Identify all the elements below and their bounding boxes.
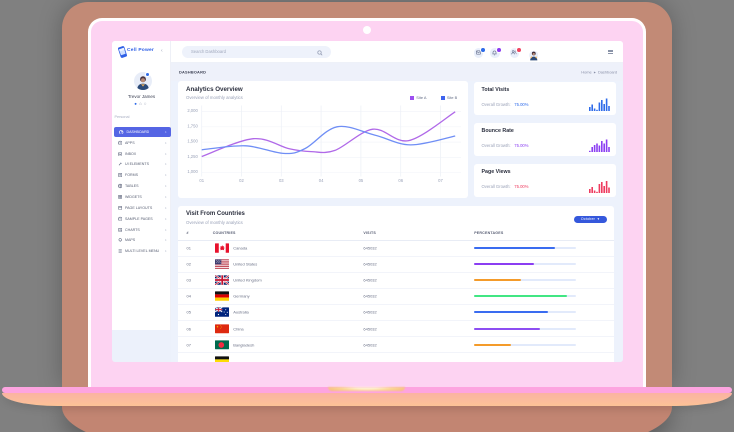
svg-text:07: 07: [438, 178, 443, 183]
svg-text:1,000: 1,000: [187, 169, 198, 174]
svg-text:01: 01: [199, 178, 204, 183]
svg-text:02: 02: [239, 178, 244, 183]
svg-text:03: 03: [279, 178, 284, 183]
svg-text:06: 06: [398, 178, 403, 183]
svg-text:04: 04: [319, 178, 324, 183]
svg-text:05: 05: [359, 178, 364, 183]
svg-text:1,500: 1,500: [187, 139, 198, 144]
svg-text:1,750: 1,750: [187, 123, 198, 128]
svg-text:1,250: 1,250: [187, 154, 198, 159]
svg-text:2,000: 2,000: [187, 108, 198, 113]
